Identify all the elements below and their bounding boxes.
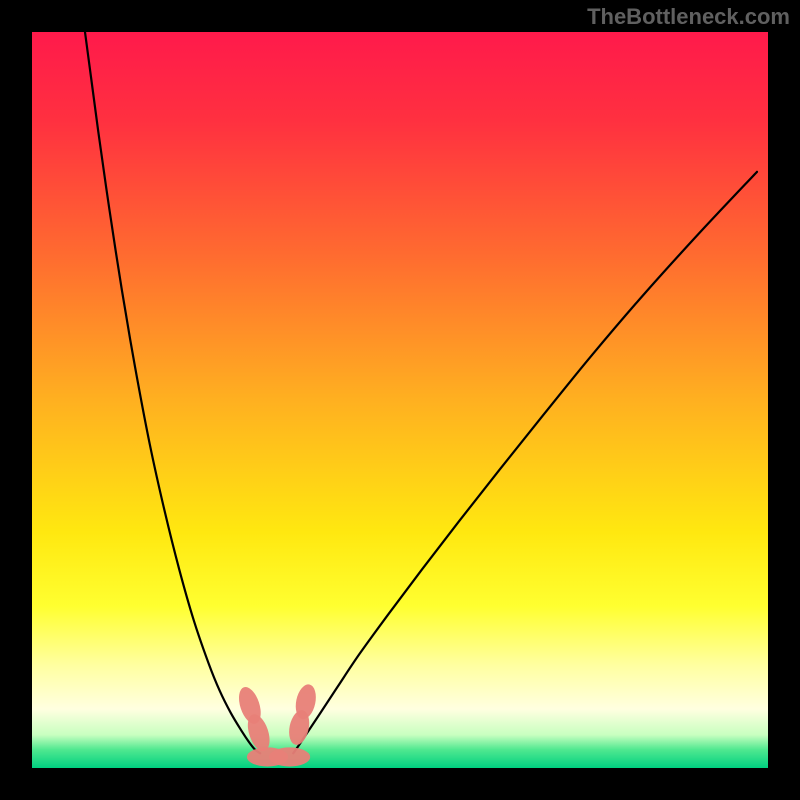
bottleneck-curve-chart [0, 0, 800, 800]
gradient-background [32, 32, 768, 768]
watermark-text: TheBottleneck.com [587, 4, 790, 30]
chart-frame [0, 0, 800, 800]
marker-blob [269, 747, 310, 766]
